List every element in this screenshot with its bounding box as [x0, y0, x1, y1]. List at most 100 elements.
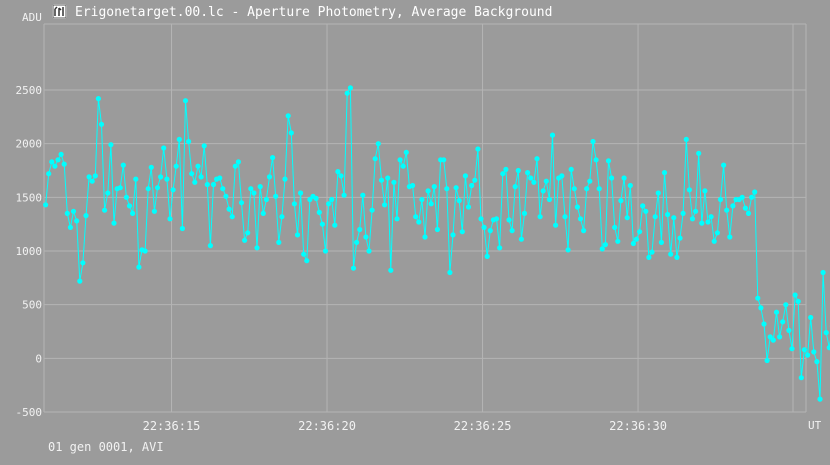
data-point: [562, 214, 568, 220]
data-point: [46, 171, 52, 177]
data-point: [350, 265, 357, 271]
data-point: [767, 334, 773, 340]
data-point: [270, 155, 276, 161]
data-point: [43, 202, 49, 208]
footer-status: 01 gen 0001, AVI: [48, 440, 164, 454]
x-tick-label: 22:36:30: [609, 419, 667, 433]
data-point: [531, 179, 537, 185]
data-point: [142, 248, 148, 254]
data-point: [609, 175, 615, 181]
title-bar: Erigonetarget.00.lc - Aperture Photometr…: [0, 0, 830, 24]
data-point: [273, 193, 279, 199]
data-point: [444, 186, 450, 192]
data-point: [652, 214, 658, 220]
data-point: [602, 242, 609, 248]
data-point: [263, 196, 269, 203]
data-point: [599, 246, 605, 252]
data-point: [266, 174, 273, 180]
data-point: [699, 220, 705, 226]
data-point: [198, 174, 204, 180]
data-point: [173, 163, 179, 169]
data-point: [220, 186, 226, 192]
data-point: [643, 208, 649, 214]
y-tick-label: 2000: [16, 138, 43, 151]
data-point: [615, 238, 621, 244]
data-point: [696, 150, 702, 156]
data-point: [525, 170, 531, 176]
series-line: [45, 86, 830, 400]
data-point: [786, 327, 792, 333]
data-point: [192, 179, 198, 185]
data-point: [232, 163, 238, 169]
data-point: [357, 226, 363, 233]
data-point: [291, 201, 297, 207]
data-point: [484, 253, 490, 259]
data-point: [459, 229, 465, 235]
y-tick-label: 1000: [16, 245, 43, 258]
y-tick-label: 2500: [16, 84, 43, 97]
data-point: [730, 203, 736, 209]
data-point: [506, 217, 512, 223]
data-point: [422, 234, 428, 240]
data-point: [630, 240, 637, 247]
y-tick-label: 1500: [16, 191, 43, 204]
data-point: [537, 214, 543, 220]
data-point: [447, 269, 453, 276]
data-point: [316, 209, 322, 215]
data-point: [279, 214, 285, 220]
data-point: [475, 146, 481, 152]
data-point: [808, 314, 814, 321]
data-point: [382, 202, 388, 208]
data-point: [304, 258, 310, 264]
data-point: [67, 224, 73, 230]
data-point: [108, 142, 114, 148]
y-tick-label: -500: [16, 406, 43, 419]
data-point: [711, 238, 717, 244]
data-point: [742, 205, 749, 211]
data-point: [618, 198, 624, 204]
data-point: [385, 175, 391, 181]
data-point: [755, 295, 761, 301]
data-point: [338, 173, 344, 179]
data-point: [154, 185, 161, 191]
data-point: [677, 235, 683, 241]
y-tick-label: 500: [22, 299, 42, 312]
data-point: [226, 206, 232, 212]
data-point: [70, 208, 77, 214]
data-point: [391, 179, 397, 185]
data-point: [98, 121, 105, 127]
data-point: [329, 196, 335, 203]
data-point: [151, 208, 157, 214]
data-point: [739, 194, 745, 200]
data-point: [105, 190, 111, 196]
data-point: [77, 278, 83, 284]
data-point: [282, 176, 288, 182]
data-point: [565, 247, 571, 253]
y-tick-label: 0: [35, 352, 42, 365]
data-point: [319, 221, 325, 227]
data-point: [223, 193, 229, 199]
data-point: [727, 234, 733, 240]
data-point: [49, 159, 55, 165]
data-point: [478, 216, 484, 222]
x-tick-label: 22:36:15: [143, 419, 201, 433]
data-point: [568, 166, 574, 172]
data-point: [248, 186, 254, 192]
data-point: [665, 211, 671, 218]
lightcurve-app-icon[interactable]: [52, 4, 67, 19]
data-point: [210, 181, 217, 188]
data-point: [518, 236, 525, 242]
data-point: [254, 245, 260, 251]
data-point: [481, 224, 487, 230]
data-point: [133, 176, 139, 182]
x-tick-labels: 22:36:15 22:36:20 22:36:25 22:36:30: [143, 419, 667, 433]
data-point: [204, 181, 210, 188]
data-point: [465, 204, 472, 210]
data-point: [621, 175, 627, 181]
data-point: [764, 357, 770, 364]
data-point: [217, 175, 223, 181]
data-point: [515, 167, 521, 174]
data-point: [441, 157, 447, 163]
data-point: [462, 173, 468, 179]
